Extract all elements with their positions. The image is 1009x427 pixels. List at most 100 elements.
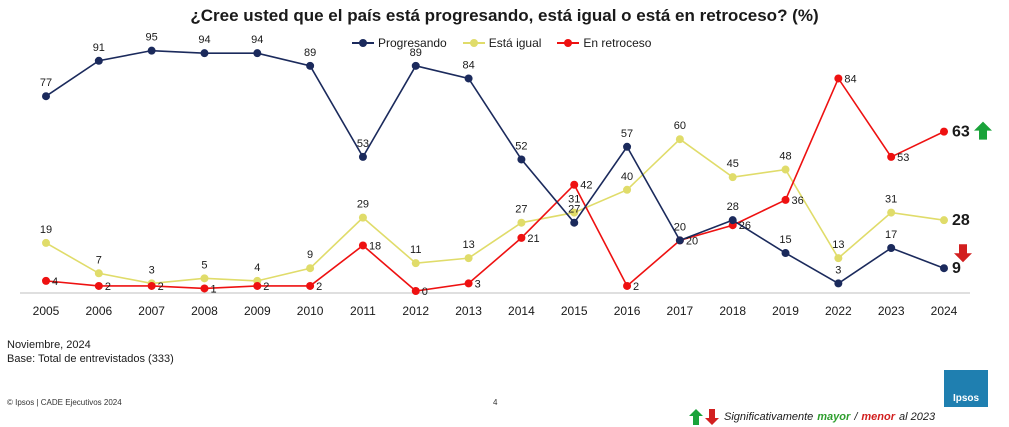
data-label-en-retroceso: 18	[369, 240, 381, 252]
data-label-en-retroceso: 84	[844, 73, 856, 85]
data-label-en-retroceso: 3	[475, 278, 481, 290]
data-point-en-retroceso	[464, 279, 473, 288]
data-label-esta-igual: 9	[307, 249, 313, 261]
data-point-esta-igual	[517, 218, 526, 227]
data-point-esta-igual	[306, 264, 315, 273]
data-point-esta-igual	[358, 213, 367, 222]
data-point-en-retroceso	[570, 180, 579, 189]
x-tick-label: 2010	[297, 304, 324, 318]
data-label-progresando: 94	[251, 34, 263, 46]
legend-marker-esta-igual	[462, 38, 485, 48]
data-label-progresando: 52	[515, 140, 527, 152]
data-label-esta-igual: 5	[201, 259, 207, 271]
data-label-esta-igual: 27	[515, 204, 527, 216]
data-label-progresando: 9	[952, 260, 961, 277]
up-arrow-icon	[974, 121, 992, 140]
page-number: 4	[493, 398, 498, 407]
data-point-progresando	[623, 142, 632, 151]
data-label-progresando: 15	[779, 234, 791, 246]
x-tick-label: 2006	[85, 304, 112, 318]
data-point-en-retroceso	[147, 281, 156, 290]
data-point-progresando	[675, 236, 684, 245]
data-label-esta-igual: 13	[462, 239, 474, 251]
significance-prefix: Significativamente	[724, 411, 814, 423]
data-point-esta-igual	[834, 254, 843, 263]
data-label-progresando: 94	[198, 34, 210, 46]
data-point-en-retroceso	[358, 241, 367, 250]
data-point-progresando	[358, 152, 367, 161]
footer-copyright: © Ipsos | CADE Ejecutivos 2024	[7, 398, 122, 407]
x-tick-label: 2007	[138, 304, 165, 318]
data-point-en-retroceso	[623, 281, 632, 290]
data-label-en-retroceso: 2	[263, 281, 269, 293]
data-point-esta-igual	[42, 238, 50, 247]
data-label-esta-igual: 7	[96, 254, 102, 266]
data-point-esta-igual	[570, 208, 579, 217]
series-line-progresando	[45, 49, 945, 285]
x-tick-label: 2024	[931, 304, 958, 318]
data-label-progresando: 89	[410, 47, 422, 59]
data-point-esta-igual	[411, 259, 420, 268]
data-point-esta-igual	[464, 254, 473, 263]
data-label-en-retroceso: 2	[316, 281, 322, 293]
data-label-progresando: 28	[727, 201, 739, 213]
legend-marker-progresando	[352, 38, 374, 48]
data-point-en-retroceso	[253, 281, 262, 290]
data-label-esta-igual: 31	[568, 194, 580, 206]
data-label-en-retroceso: 36	[792, 195, 804, 207]
data-label-progresando: 84	[462, 59, 474, 71]
significance-sep: /	[854, 411, 858, 423]
data-point-progresando	[887, 243, 896, 252]
data-label-progresando: 3	[835, 264, 841, 276]
data-point-esta-igual	[728, 173, 737, 182]
data-label-en-retroceso: 1	[210, 283, 216, 295]
data-label-progresando: 17	[885, 229, 897, 241]
data-point-en-retroceso	[306, 281, 315, 290]
x-tick-label: 2019	[772, 304, 799, 318]
data-label-en-retroceso: 0	[422, 286, 428, 298]
line-chart: 2005 2006 2007 2008 20 0 9 2010 2011 2012 2013 20 1 4…	[20, 32, 992, 318]
significance-mayor: mayor	[817, 411, 851, 423]
data-point-en-retroceso	[940, 127, 948, 136]
x-tick-label: 2013	[455, 304, 482, 318]
data-label-en-retroceso: 63	[952, 124, 970, 141]
x-tick-label: 2008	[191, 304, 218, 318]
data-label-esta-igual: 60	[674, 120, 686, 132]
data-label-esta-igual: 11	[410, 244, 421, 256]
legend-label-progresando: Progresando	[378, 36, 447, 50]
data-point-progresando	[42, 92, 50, 101]
data-label-en-retroceso: 20	[686, 235, 698, 247]
data-label-progresando: 77	[40, 77, 52, 89]
x-tick-label: 2005	[33, 304, 60, 318]
data-label-esta-igual: 3	[149, 264, 155, 276]
data-point-progresando	[411, 61, 420, 70]
data-label-progresando: 57	[621, 128, 633, 140]
x-tick-label: 2023	[878, 304, 905, 318]
data-point-progresando	[781, 249, 790, 258]
data-point-esta-igual	[200, 274, 209, 283]
data-label-progresando: 20	[674, 221, 686, 233]
data-label-esta-igual: 29	[357, 199, 369, 211]
data-label-esta-igual: 4	[254, 262, 260, 274]
data-label-en-retroceso: 2	[105, 281, 111, 293]
legend-item-progresando: Progresando	[352, 36, 447, 50]
data-point-en-retroceso	[834, 74, 843, 83]
data-point-progresando	[306, 61, 315, 70]
data-label-en-retroceso: 53	[897, 152, 909, 164]
data-label-esta-igual: 48	[779, 151, 791, 163]
x-tick-label: 2016	[614, 304, 641, 318]
data-point-en-retroceso	[781, 195, 790, 204]
data-point-progresando	[253, 49, 262, 58]
x-tick-label: 2011	[350, 304, 376, 318]
survey-base: Base: Total de entrevistados (333)	[7, 353, 174, 365]
series-line-esta-igual	[45, 138, 945, 285]
data-point-esta-igual	[623, 185, 632, 194]
data-label-en-retroceso: 21	[527, 233, 539, 245]
significance-suffix: al 2023	[899, 411, 936, 423]
data-point-esta-igual	[781, 165, 790, 174]
x-tick-label: 2012	[402, 304, 429, 318]
data-label-esta-igual: 31	[885, 194, 897, 206]
data-label-esta-igual: 13	[832, 239, 844, 251]
x-tick-label: 2018	[719, 304, 746, 318]
data-label-en-retroceso: 2	[633, 281, 639, 293]
